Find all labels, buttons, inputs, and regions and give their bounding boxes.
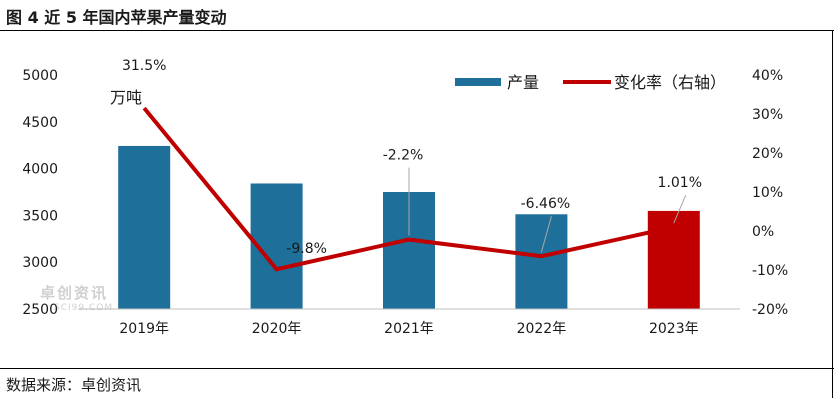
left-axis: 2500 3000 3500 4000 4500 5000 xyxy=(22,68,58,318)
leader-line xyxy=(673,194,687,224)
x-tick-label: 2020年 xyxy=(252,321,302,337)
unit-label: 万吨 xyxy=(110,88,142,107)
bottom-rule xyxy=(0,368,834,369)
data-source: 数据来源：卓创资讯 xyxy=(6,376,142,394)
chart-title: 图 4 近 5 年国内苹果产量变动 xyxy=(6,8,227,27)
left-tick-label: 5000 xyxy=(22,68,58,84)
bar-2022年 xyxy=(515,214,568,309)
rate-data-label: -9.8% xyxy=(286,241,327,257)
frame-right-border xyxy=(832,30,833,398)
rate-data-label: 1.01% xyxy=(658,175,702,191)
rate-data-label: 31.5% xyxy=(122,58,166,74)
bar-2019年 xyxy=(118,145,171,309)
legend-label-bar: 产量 xyxy=(507,73,539,92)
rate-data-label: -2.2% xyxy=(383,148,424,164)
watermark-logo-text: 卓创资讯 xyxy=(40,284,109,302)
left-tick-label: 3500 xyxy=(22,208,58,224)
watermark: 卓创资讯 SCI99.COM xyxy=(40,282,113,313)
legend-label-line: 变化率（右轴） xyxy=(614,73,726,92)
left-tick-label: 3000 xyxy=(22,255,58,271)
rate-data-label: -6.46% xyxy=(521,196,571,212)
right-tick-label: -20% xyxy=(752,302,788,318)
left-tick-label: 4500 xyxy=(22,115,58,131)
leader-lines xyxy=(408,167,687,253)
legend-swatch-bar xyxy=(455,78,501,86)
left-tick-label: 4000 xyxy=(22,162,58,178)
x-tick-label: 2022年 xyxy=(517,321,567,337)
top-rule xyxy=(0,30,834,31)
right-axis: -20% -10% 0% 10% 20% 30% 40% xyxy=(752,68,788,318)
watermark-domain: SCI99.COM xyxy=(54,303,114,313)
right-tick-label: 0% xyxy=(752,224,774,240)
change-rate-line xyxy=(142,106,675,272)
right-tick-label: 20% xyxy=(752,146,783,162)
x-tick-label: 2023年 xyxy=(649,321,699,337)
left-tick-label: 2500 xyxy=(22,302,58,318)
change-rate-polyline xyxy=(142,106,675,272)
data-labels: 31.5% -9.8% -2.2% -6.46% 1.01% xyxy=(122,58,702,257)
x-axis: 2019年 2020年 2021年 2022年 2023年 xyxy=(78,308,740,337)
x-tick-label: 2019年 xyxy=(119,321,169,337)
leader-line xyxy=(540,216,552,253)
chart: 2500 3000 3500 4000 4500 5000 -20% -10% 0% 10% 20… xyxy=(22,58,788,337)
legend: 产量 变化率（右轴） xyxy=(455,73,726,92)
bar-2023年 xyxy=(647,210,700,309)
right-tick-label: 40% xyxy=(752,68,783,84)
right-tick-label: 30% xyxy=(752,107,783,123)
right-tick-label: 10% xyxy=(752,185,783,201)
x-tick-label: 2021年 xyxy=(384,321,434,337)
right-tick-label: -10% xyxy=(752,263,788,279)
